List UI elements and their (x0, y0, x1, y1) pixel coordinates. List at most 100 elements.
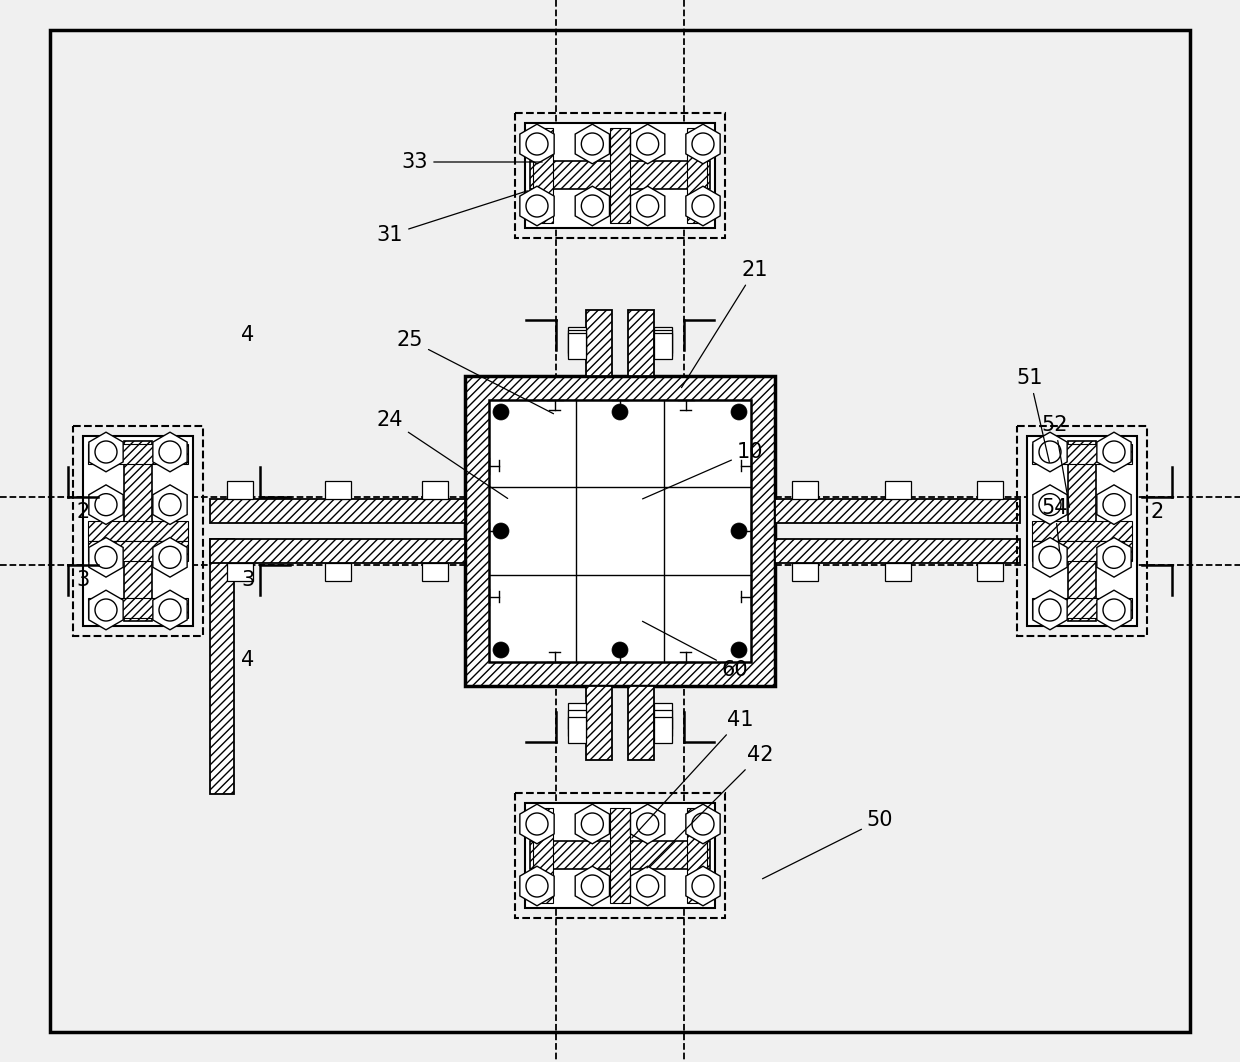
Bar (525, 803, 715, 908)
Bar (465, 376, 775, 686)
Text: 4: 4 (242, 325, 254, 345)
Circle shape (613, 643, 627, 658)
Text: 3: 3 (242, 570, 255, 590)
Polygon shape (1033, 590, 1068, 630)
Polygon shape (1033, 485, 1068, 525)
Polygon shape (89, 485, 123, 525)
Polygon shape (686, 124, 720, 164)
Circle shape (1104, 599, 1125, 621)
Circle shape (636, 195, 658, 217)
Text: 2: 2 (76, 502, 89, 523)
Polygon shape (630, 867, 665, 906)
Bar (884, 481, 910, 499)
Circle shape (95, 494, 117, 516)
Bar (1032, 541, 1132, 561)
Bar (653, 330, 672, 356)
Polygon shape (153, 590, 187, 630)
Polygon shape (1097, 485, 1131, 525)
Circle shape (1039, 494, 1061, 516)
Circle shape (494, 523, 508, 539)
Bar (422, 563, 448, 581)
Circle shape (1104, 546, 1125, 568)
Polygon shape (575, 867, 610, 906)
Bar (653, 703, 672, 729)
Polygon shape (575, 124, 610, 164)
Bar (568, 327, 587, 353)
Bar (587, 310, 613, 376)
Bar (627, 686, 653, 760)
Circle shape (494, 643, 508, 658)
Bar (792, 563, 818, 581)
Bar (792, 481, 818, 499)
Text: 60: 60 (642, 621, 748, 680)
Circle shape (692, 875, 714, 897)
Polygon shape (630, 186, 665, 226)
Bar (489, 400, 751, 662)
Text: 21: 21 (682, 260, 769, 388)
Bar (73, 426, 203, 636)
Bar (568, 717, 587, 743)
Polygon shape (630, 804, 665, 844)
Circle shape (95, 441, 117, 463)
Circle shape (526, 875, 548, 897)
Circle shape (582, 875, 604, 897)
Bar (83, 436, 193, 626)
Text: 2: 2 (1151, 502, 1164, 523)
Bar (977, 481, 1003, 499)
Text: 24: 24 (377, 410, 507, 498)
Circle shape (1039, 441, 1061, 463)
Polygon shape (686, 867, 720, 906)
Polygon shape (520, 867, 554, 906)
Circle shape (582, 133, 604, 155)
Circle shape (613, 404, 627, 419)
Circle shape (1039, 546, 1061, 568)
Bar (687, 808, 707, 903)
Circle shape (692, 195, 714, 217)
Bar (529, 841, 711, 869)
Bar (88, 598, 188, 618)
Polygon shape (630, 124, 665, 164)
Text: 25: 25 (397, 330, 553, 414)
Circle shape (582, 813, 604, 835)
Polygon shape (1033, 432, 1068, 472)
Text: 4: 4 (242, 650, 254, 670)
Polygon shape (1097, 590, 1131, 630)
Circle shape (582, 195, 604, 217)
Text: 52: 52 (1042, 415, 1070, 508)
Bar (533, 808, 553, 903)
Bar (653, 717, 672, 743)
Polygon shape (520, 804, 554, 844)
Polygon shape (520, 124, 554, 164)
Polygon shape (153, 537, 187, 577)
Bar (1032, 598, 1132, 618)
Circle shape (1104, 494, 1125, 516)
Bar (568, 703, 587, 729)
Bar (210, 539, 465, 563)
Bar (610, 808, 630, 903)
Polygon shape (1097, 432, 1131, 472)
Text: 42: 42 (647, 746, 774, 868)
Polygon shape (575, 804, 610, 844)
Bar (1032, 521, 1132, 541)
Circle shape (526, 813, 548, 835)
Circle shape (636, 813, 658, 835)
Text: 31: 31 (377, 191, 527, 245)
Polygon shape (1033, 537, 1068, 577)
Circle shape (526, 133, 548, 155)
Bar (653, 710, 672, 736)
Bar (88, 444, 188, 464)
Bar (653, 327, 672, 353)
Polygon shape (89, 537, 123, 577)
Bar (687, 129, 707, 223)
Bar (568, 710, 587, 736)
Circle shape (732, 643, 746, 658)
Circle shape (1104, 441, 1125, 463)
Bar (210, 499, 465, 523)
Text: 3: 3 (76, 570, 89, 590)
Circle shape (1039, 599, 1061, 621)
Bar (325, 481, 351, 499)
Bar (515, 793, 725, 918)
Circle shape (159, 441, 181, 463)
Circle shape (95, 546, 117, 568)
Polygon shape (520, 186, 554, 226)
